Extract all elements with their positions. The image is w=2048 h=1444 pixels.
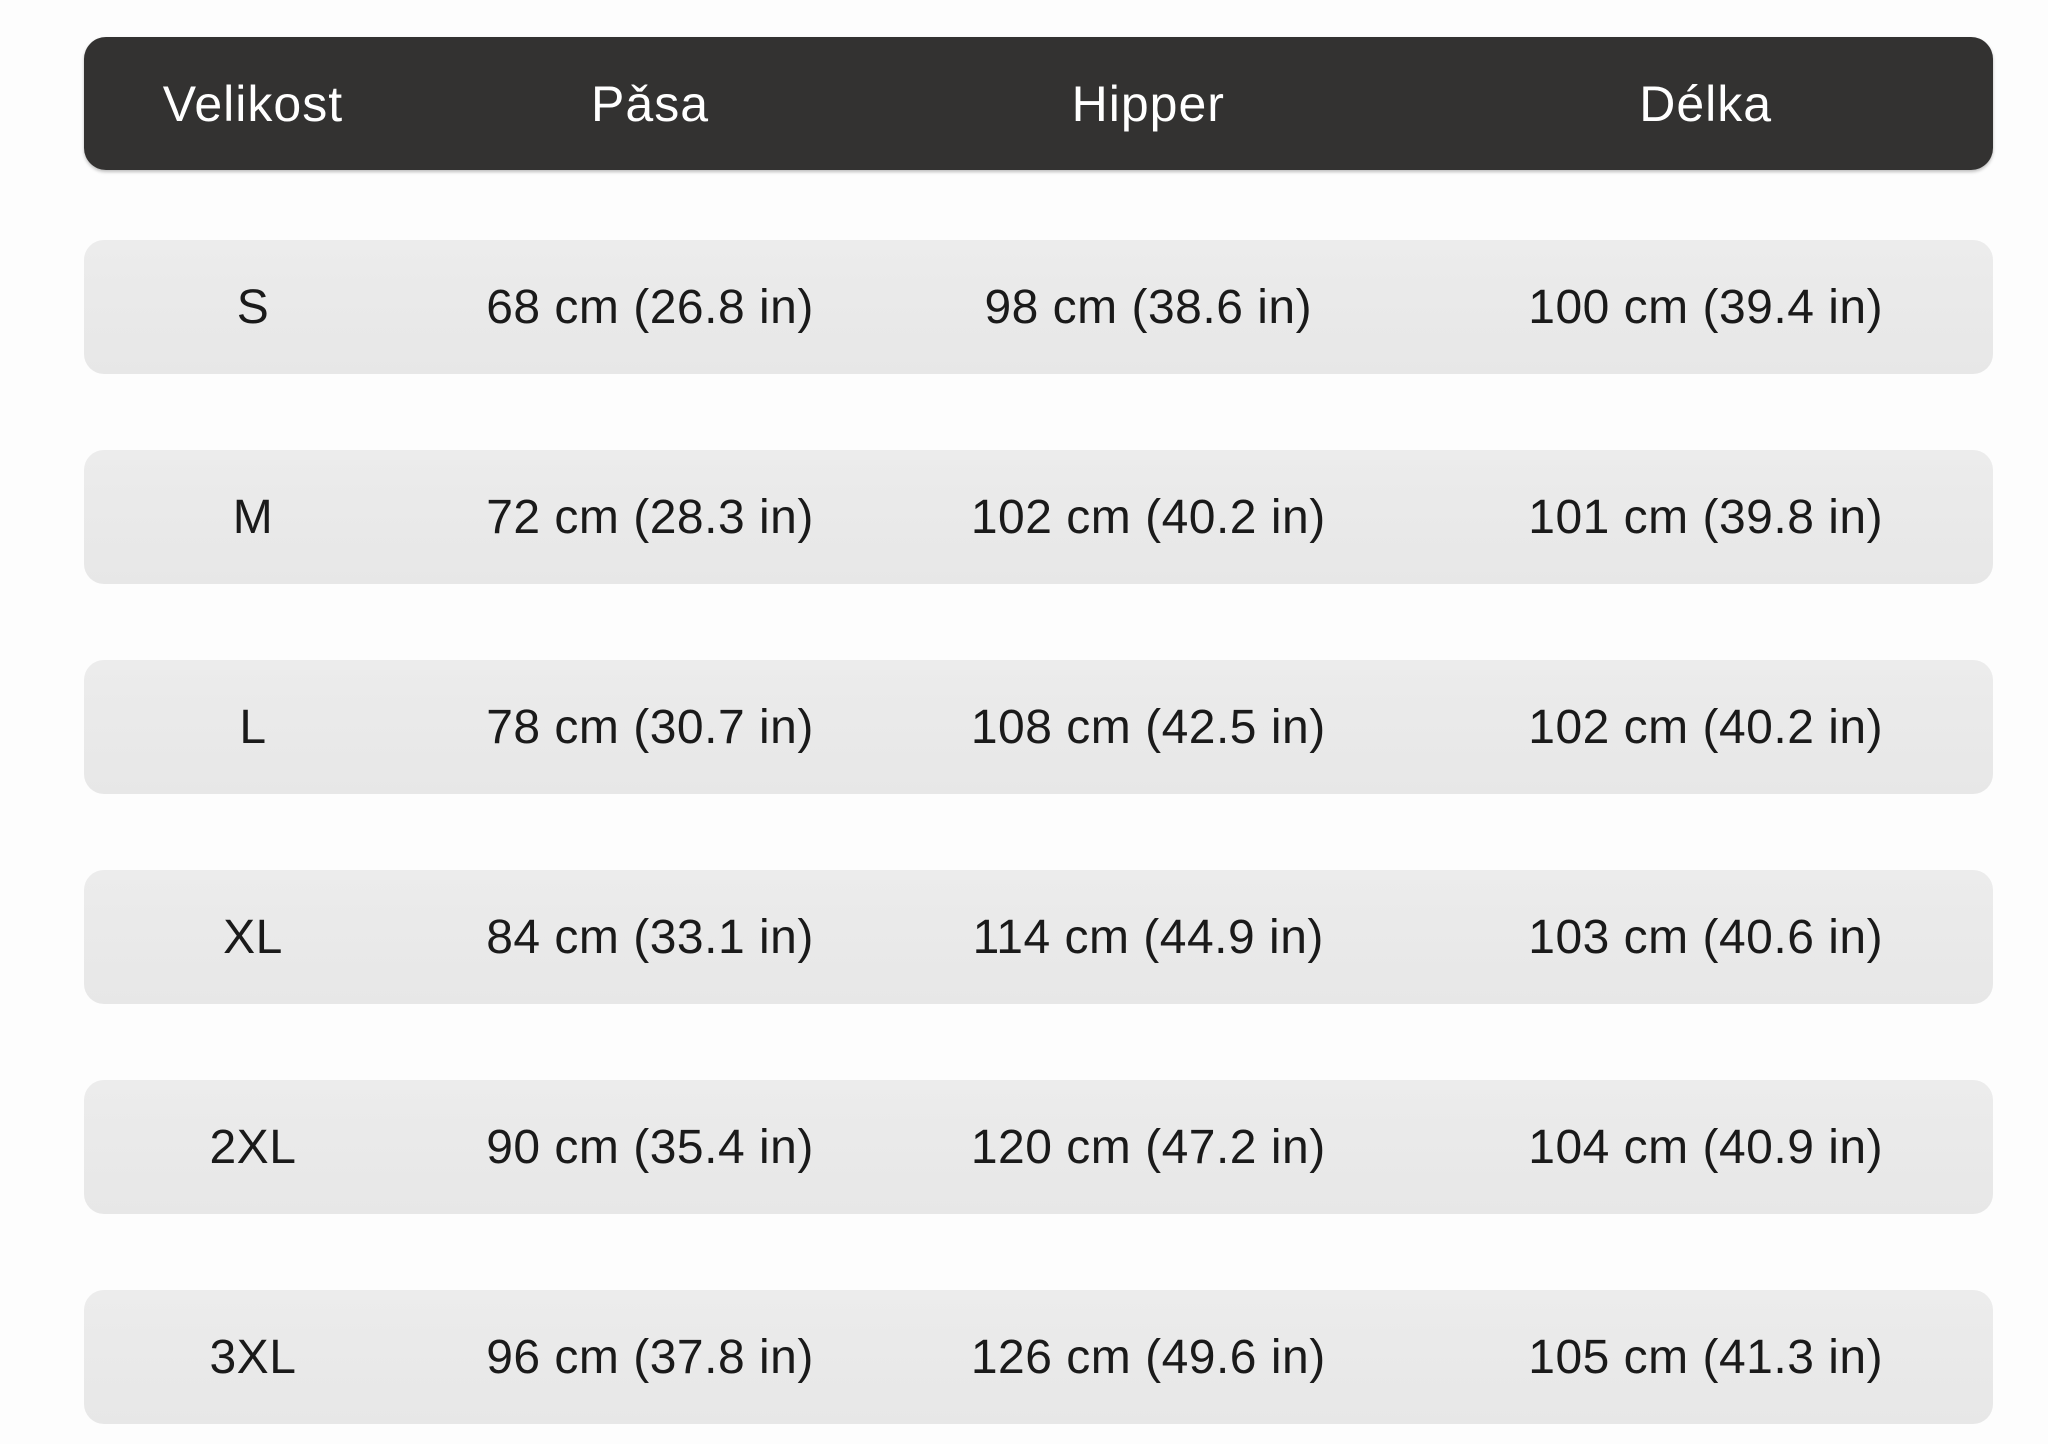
cell-size: 2XL [209, 1120, 297, 1174]
cell-size: 3XL [209, 1330, 297, 1384]
cell-size: M [232, 490, 274, 544]
cell-size: S [236, 280, 270, 334]
cell-size: XL [223, 910, 283, 964]
header-cell-length: Délka [1639, 75, 1773, 132]
table-row-3xl: 3XL 96 cm (37.8 in) 126 cm (49.6 in) 105… [84, 1290, 1993, 1424]
cell-hips: 98 cm (38.6 in) [984, 280, 1313, 334]
header-cell-hips: Hipper [1071, 75, 1225, 132]
cell-hips: 126 cm (49.6 in) [970, 1330, 1326, 1384]
table-row-l: L 78 cm (30.7 in) 108 cm (42.5 in) 102 c… [84, 660, 1993, 794]
cell-waist: 78 cm (30.7 in) [486, 700, 814, 754]
size-chart-table: Velikost Pǎsa Hipper Délka S 68 cm (26.8… [84, 37, 1993, 1424]
cell-length: 104 cm (40.9 in) [1528, 1120, 1884, 1174]
cell-size: L [239, 700, 267, 754]
size-chart-header-row: Velikost Pǎsa Hipper Délka [84, 37, 1993, 170]
header-cell-size: Velikost [162, 75, 344, 132]
cell-hips: 108 cm (42.5 in) [970, 700, 1326, 754]
cell-waist: 68 cm (26.8 in) [486, 280, 814, 334]
table-row-xl: XL 84 cm (33.1 in) 114 cm (44.9 in) 103 … [84, 870, 1993, 1004]
cell-waist: 72 cm (28.3 in) [486, 490, 814, 544]
cell-length: 102 cm (40.2 in) [1528, 700, 1884, 754]
cell-hips: 114 cm (44.9 in) [972, 910, 1324, 964]
cell-waist: 90 cm (35.4 in) [486, 1120, 814, 1174]
cell-waist: 84 cm (33.1 in) [486, 910, 814, 964]
cell-hips: 102 cm (40.2 in) [970, 490, 1326, 544]
cell-length: 101 cm (39.8 in) [1528, 490, 1884, 544]
table-row-s: S 68 cm (26.8 in) 98 cm (38.6 in) 100 cm… [84, 240, 1993, 374]
table-row-2xl: 2XL 90 cm (35.4 in) 120 cm (47.2 in) 104… [84, 1080, 1993, 1214]
cell-length: 105 cm (41.3 in) [1528, 1330, 1884, 1384]
cell-waist: 96 cm (37.8 in) [486, 1330, 814, 1384]
cell-hips: 120 cm (47.2 in) [970, 1120, 1326, 1174]
cell-length: 103 cm (40.6 in) [1528, 910, 1884, 964]
table-row-m: M 72 cm (28.3 in) 102 cm (40.2 in) 101 c… [84, 450, 1993, 584]
header-cell-waist: Pǎsa [591, 75, 709, 132]
cell-length: 100 cm (39.4 in) [1528, 280, 1884, 334]
